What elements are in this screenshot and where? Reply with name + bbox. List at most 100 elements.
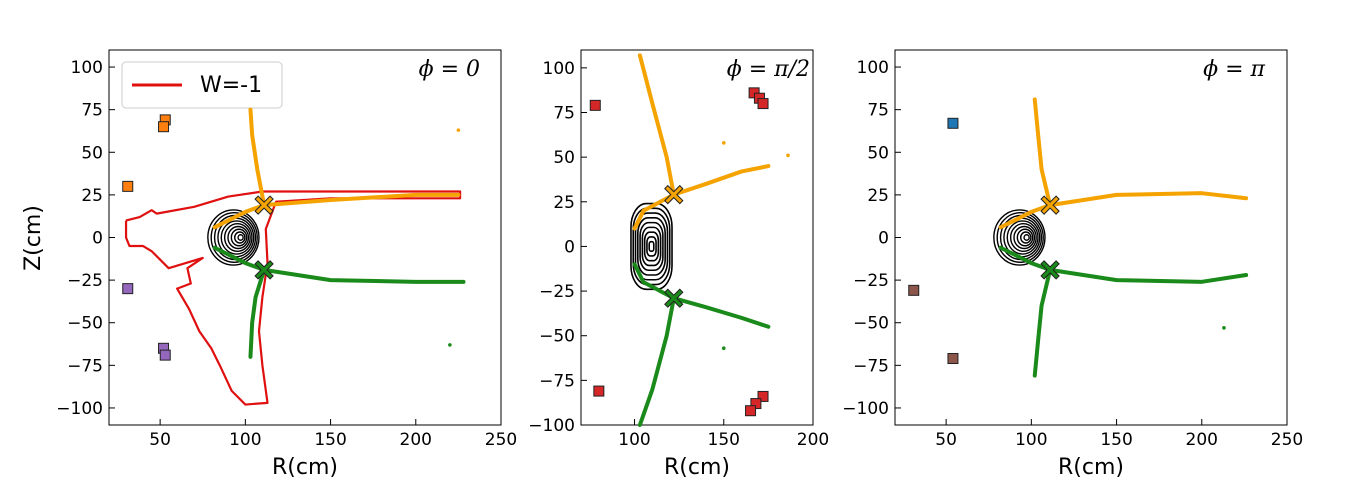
separatrix-upper (212, 192, 461, 230)
axes-frame (894, 49, 1288, 426)
x-tick-label: 150 (314, 430, 346, 450)
core-contour (1016, 228, 1034, 247)
x-point-marker (1040, 260, 1060, 280)
y-tick-label: −100 (528, 416, 575, 436)
core-contour (237, 234, 244, 241)
separatrix-lower (637, 296, 676, 427)
core-contour (234, 231, 246, 244)
x-tick-label: 50 (935, 430, 957, 450)
core-contour (634, 212, 669, 281)
y-tick-label: 100 (543, 59, 575, 79)
legend: W=-1 (121, 61, 283, 109)
y-tick-label: −50 (67, 314, 103, 334)
coil-marker (757, 390, 769, 402)
separatrix-lower (632, 262, 771, 329)
separatrix-upper (1032, 97, 1053, 208)
separatrix-lower (1032, 267, 1053, 378)
coil-marker (908, 284, 920, 296)
coil-marker (593, 385, 605, 397)
y-tick-label: 0 (92, 229, 103, 249)
x-tick-label: 50 (149, 430, 171, 450)
core-contour (646, 236, 657, 257)
y-tick-label: 75 (553, 104, 575, 124)
coil-marker (947, 117, 959, 129)
y-tick-label: −75 (67, 356, 103, 376)
x-point-marker (664, 288, 684, 308)
core-contour (230, 228, 248, 247)
coil-marker (757, 98, 769, 110)
panel-phi-pi-half: ϕ = π/2 R(cm) 100 150 200 −100 −75 −50 −25 0 25 5… (528, 49, 829, 480)
y-tick-label: −25 (853, 271, 889, 291)
core-contour (210, 212, 258, 263)
x-point-marker (664, 184, 684, 205)
x-tick-label: 250 (485, 430, 517, 450)
x-tick-label: 100 (618, 430, 650, 450)
coil-marker (159, 349, 171, 361)
y-tick-label: −75 (539, 371, 575, 391)
core-contour (639, 221, 664, 272)
y-tick-label: −25 (67, 271, 103, 291)
x-tick-label: 150 (708, 430, 740, 450)
x-tick-label: 200 (400, 430, 432, 450)
coil-marker (589, 99, 601, 111)
x-axis-label: R(cm) (664, 455, 730, 480)
separatrix-lower (212, 245, 466, 284)
core-contour (220, 220, 253, 255)
x-point-marker (254, 260, 274, 280)
coil-marker (158, 121, 170, 133)
y-tick-label: −50 (539, 327, 575, 347)
panel-phi-pi: ϕ = π R(cm) 50 100 150 200 250 −100 −75 −50 −25 0… (842, 49, 1303, 480)
core-contour (996, 212, 1044, 263)
core-contour (630, 202, 673, 291)
x-tick-label: 200 (797, 430, 829, 450)
axes-frame (580, 49, 814, 426)
x-tick-label: 100 (1015, 430, 1047, 450)
separatrix-upper (998, 191, 1249, 230)
coil-marker (122, 180, 134, 192)
scatter-point (1222, 326, 1226, 330)
w-contour (124, 190, 462, 406)
core-contour (223, 223, 251, 252)
core-contour (207, 209, 260, 266)
coil-marker (947, 353, 959, 365)
scatter-point (448, 343, 452, 347)
scatter-point (721, 346, 726, 351)
x-axis-label: R(cm) (1058, 455, 1124, 480)
y-tick-label: 75 (867, 101, 889, 121)
legend-label: W=-1 (200, 73, 262, 98)
core-contour (1023, 234, 1030, 241)
y-tick-label: 50 (553, 148, 575, 168)
core-contour (641, 226, 662, 267)
x-tick-label: 100 (229, 430, 261, 450)
y-tick-label: 0 (878, 229, 889, 249)
separatrix-upper (248, 107, 267, 208)
y-tick-label: 50 (867, 143, 889, 163)
y-tick-label: 25 (553, 193, 575, 213)
y-tick-label: 100 (857, 58, 889, 78)
y-tick-label: −25 (539, 282, 575, 302)
core-contour (637, 217, 666, 276)
coil-marker (745, 405, 757, 417)
separatrix-lower (248, 267, 267, 359)
x-tick-label: 200 (1186, 430, 1218, 450)
separatrix-lower (998, 245, 1249, 284)
panel-phi-0: ϕ = 0 R(cm) Z(cm) W=-1 50 100 150 200 250−10… (21, 49, 517, 480)
x-axis-label: R(cm) (272, 455, 338, 480)
y-tick-label: −50 (853, 314, 889, 334)
core-contour (227, 225, 250, 250)
x-point-marker (254, 195, 274, 215)
separatrix-upper (637, 53, 676, 197)
y-tick-label: 75 (81, 101, 103, 121)
x-tick-label: 250 (1271, 430, 1303, 450)
legend-box (121, 61, 283, 109)
panel-title: ϕ = π/2 (727, 57, 810, 82)
core-contour (1006, 220, 1039, 255)
scatter-point (704, 182, 708, 186)
core-contour (648, 240, 655, 252)
y-tick-label: −100 (56, 399, 103, 419)
panel-title: ϕ = 0 (419, 57, 480, 82)
y-tick-label: 25 (81, 186, 103, 206)
core-contour (643, 231, 660, 262)
core-contour (1013, 225, 1036, 250)
